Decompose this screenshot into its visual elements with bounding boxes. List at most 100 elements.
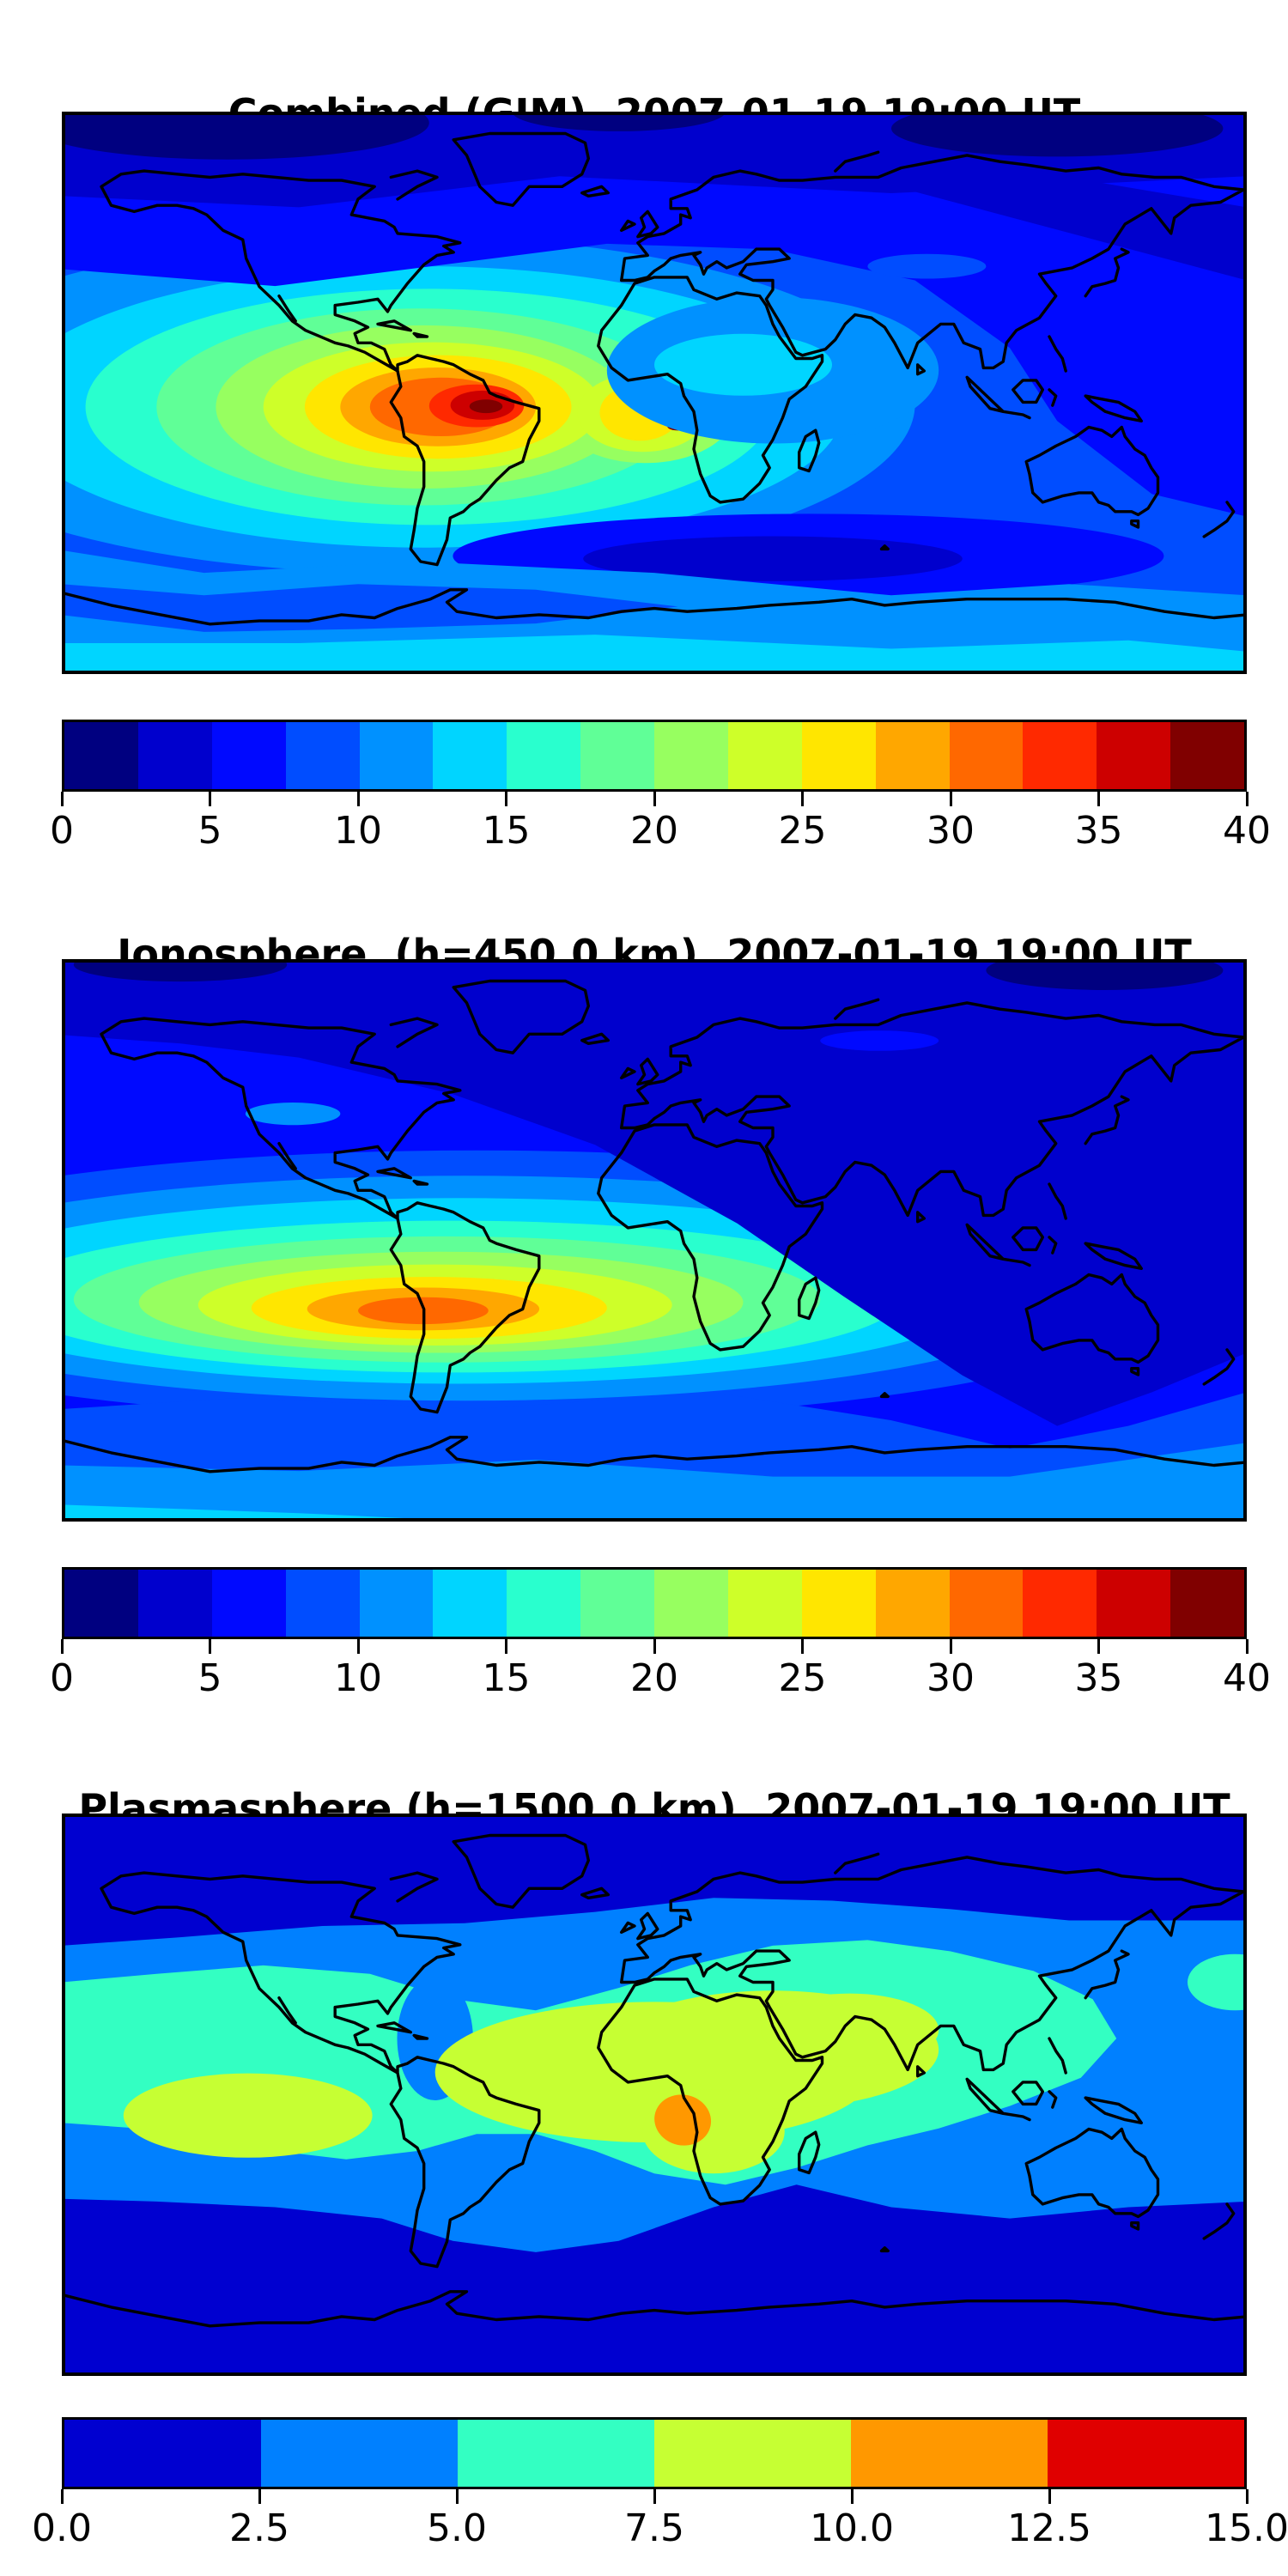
colorbar-labels: 0 5 10 15 20 25 30 35 40 bbox=[50, 809, 1271, 854]
colorbar-segment bbox=[727, 1570, 802, 1637]
colorbar-tick-mark bbox=[505, 792, 507, 806]
colorbar-tick-mark bbox=[356, 792, 360, 806]
colorbar-tick-label: 0 bbox=[50, 1656, 74, 1700]
colorbar-tick-label: 20 bbox=[630, 809, 678, 853]
colorbar-tick-mark bbox=[60, 2489, 64, 2504]
colorbar-tick-mark bbox=[801, 792, 804, 806]
colorbar-segment bbox=[137, 722, 212, 789]
colorbar-tick-mark bbox=[653, 2489, 656, 2504]
colorbar-segment bbox=[507, 1570, 581, 1637]
colorbar-tick-label: 0.0 bbox=[32, 2506, 92, 2550]
colorbar-ticks bbox=[60, 1639, 1249, 1655]
colorbar-tick-mark bbox=[1245, 1639, 1249, 1654]
colorbar-tick-mark bbox=[949, 1639, 952, 1654]
colorbar-segment bbox=[211, 1570, 286, 1637]
colorbar-segment bbox=[580, 1570, 654, 1637]
colorbar-segment bbox=[801, 722, 876, 789]
world-map-combined bbox=[62, 112, 1247, 674]
colorbar-tick-label: 2.5 bbox=[229, 2506, 289, 2550]
colorbar-tick-mark bbox=[949, 792, 952, 806]
colorbar-segment bbox=[1097, 722, 1171, 789]
colorbar-tick-mark bbox=[356, 1639, 360, 1654]
colorbar-segment bbox=[1048, 2420, 1244, 2487]
colorbar-tick-label: 25 bbox=[778, 809, 827, 853]
colorbar-tick-label: 30 bbox=[927, 1656, 975, 1700]
colorbar-labels: 0.0 2.5 5.0 7.5 10.0 12.5 15.0 bbox=[32, 2506, 1288, 2551]
coastline bbox=[62, 1833, 1247, 2328]
colorbar-tick-mark bbox=[455, 2489, 459, 2504]
colorbar-tick-label: 15 bbox=[482, 809, 531, 853]
colorbar-segment bbox=[458, 2420, 654, 2487]
colorbar-segment bbox=[654, 722, 728, 789]
colorbar-tick-label: 40 bbox=[1223, 809, 1271, 853]
colorbar-tick-label: 15 bbox=[482, 1656, 531, 1700]
colorbar-tick-label: 25 bbox=[778, 1656, 827, 1700]
colorbar-tick-label: 12.5 bbox=[1007, 2506, 1091, 2550]
colorbar-segment bbox=[1170, 722, 1244, 789]
colorbar-tick-label: 20 bbox=[630, 1656, 678, 1700]
colorbar-segment bbox=[875, 722, 950, 789]
colorbar-segment bbox=[949, 722, 1024, 789]
colorbar-segment bbox=[1023, 1570, 1097, 1637]
colorbar-segment bbox=[801, 1570, 876, 1637]
colorbar-tick-label: 7.5 bbox=[624, 2506, 684, 2550]
colorbar-segment bbox=[261, 2420, 458, 2487]
map-border bbox=[62, 112, 1247, 674]
colorbar-ticks bbox=[60, 2489, 1249, 2505]
colorbar-segment bbox=[285, 1570, 360, 1637]
colorbar-labels: 0 5 10 15 20 25 30 35 40 bbox=[50, 1656, 1271, 1701]
colorbar-tick-label: 30 bbox=[927, 809, 975, 853]
colorbar-segment bbox=[359, 1570, 434, 1637]
colorbar bbox=[62, 720, 1247, 792]
colorbar-segment bbox=[285, 722, 360, 789]
colorbar-tick-label: 10.0 bbox=[810, 2506, 894, 2550]
colorbar-ticks bbox=[60, 792, 1249, 807]
colorbar-segment bbox=[727, 722, 802, 789]
contour-plot bbox=[62, 1814, 1247, 2376]
colorbar-tick-label: 10 bbox=[334, 809, 382, 853]
colorbar-tick-label: 5.0 bbox=[427, 2506, 487, 2550]
colorbar-segment bbox=[875, 1570, 950, 1637]
colorbar-segment bbox=[64, 1570, 138, 1637]
colorbar-tick-mark bbox=[1245, 2489, 1249, 2504]
coastline bbox=[62, 131, 1247, 626]
colorbar-segment bbox=[1023, 722, 1097, 789]
colorbar-segment bbox=[1170, 1570, 1244, 1637]
colorbar bbox=[62, 1567, 1247, 1639]
colorbar-tick-mark bbox=[505, 1639, 507, 1654]
colorbar-tick-mark bbox=[653, 792, 656, 806]
colorbar-tick-label: 35 bbox=[1074, 1656, 1123, 1700]
colorbar-tick-label: 0 bbox=[50, 809, 74, 853]
map-border bbox=[62, 959, 1247, 1522]
colorbar-tick-label: 15.0 bbox=[1205, 2506, 1288, 2550]
colorbar-tick-label: 5 bbox=[197, 809, 222, 853]
colorbar-tick-mark bbox=[1245, 792, 1249, 806]
colorbar-tick-label: 35 bbox=[1074, 809, 1123, 853]
world-map-ionosphere bbox=[62, 959, 1247, 1522]
contour-plot bbox=[62, 112, 1247, 674]
colorbar-tick-mark bbox=[1097, 792, 1100, 806]
colorbar-tick-mark bbox=[653, 1639, 656, 1654]
colorbar-segment bbox=[1097, 1570, 1171, 1637]
colorbar-segment bbox=[507, 722, 581, 789]
colorbar-tick-label: 5 bbox=[197, 1656, 222, 1700]
coastline bbox=[62, 979, 1247, 1473]
colorbar bbox=[62, 2417, 1247, 2489]
colorbar-tick-mark bbox=[258, 2489, 261, 2504]
colorbar-segment bbox=[580, 722, 654, 789]
colorbar-tick-mark bbox=[801, 1639, 804, 1654]
colorbar-segment bbox=[433, 1570, 507, 1637]
colorbar-tick-label: 40 bbox=[1223, 1656, 1271, 1700]
colorbar-segment bbox=[359, 722, 434, 789]
colorbar-tick-mark bbox=[209, 792, 211, 806]
colorbar-segment bbox=[851, 2420, 1048, 2487]
colorbar-segment bbox=[64, 722, 138, 789]
map-border bbox=[62, 1814, 1247, 2376]
world-map-plasmasphere bbox=[62, 1814, 1247, 2376]
colorbar-tick-mark bbox=[1097, 1639, 1100, 1654]
colorbar-tick-mark bbox=[1048, 2489, 1051, 2504]
colorbar-segment bbox=[654, 2420, 851, 2487]
colorbar-tick-mark bbox=[60, 1639, 64, 1654]
colorbar-tick-mark bbox=[209, 1639, 211, 1654]
